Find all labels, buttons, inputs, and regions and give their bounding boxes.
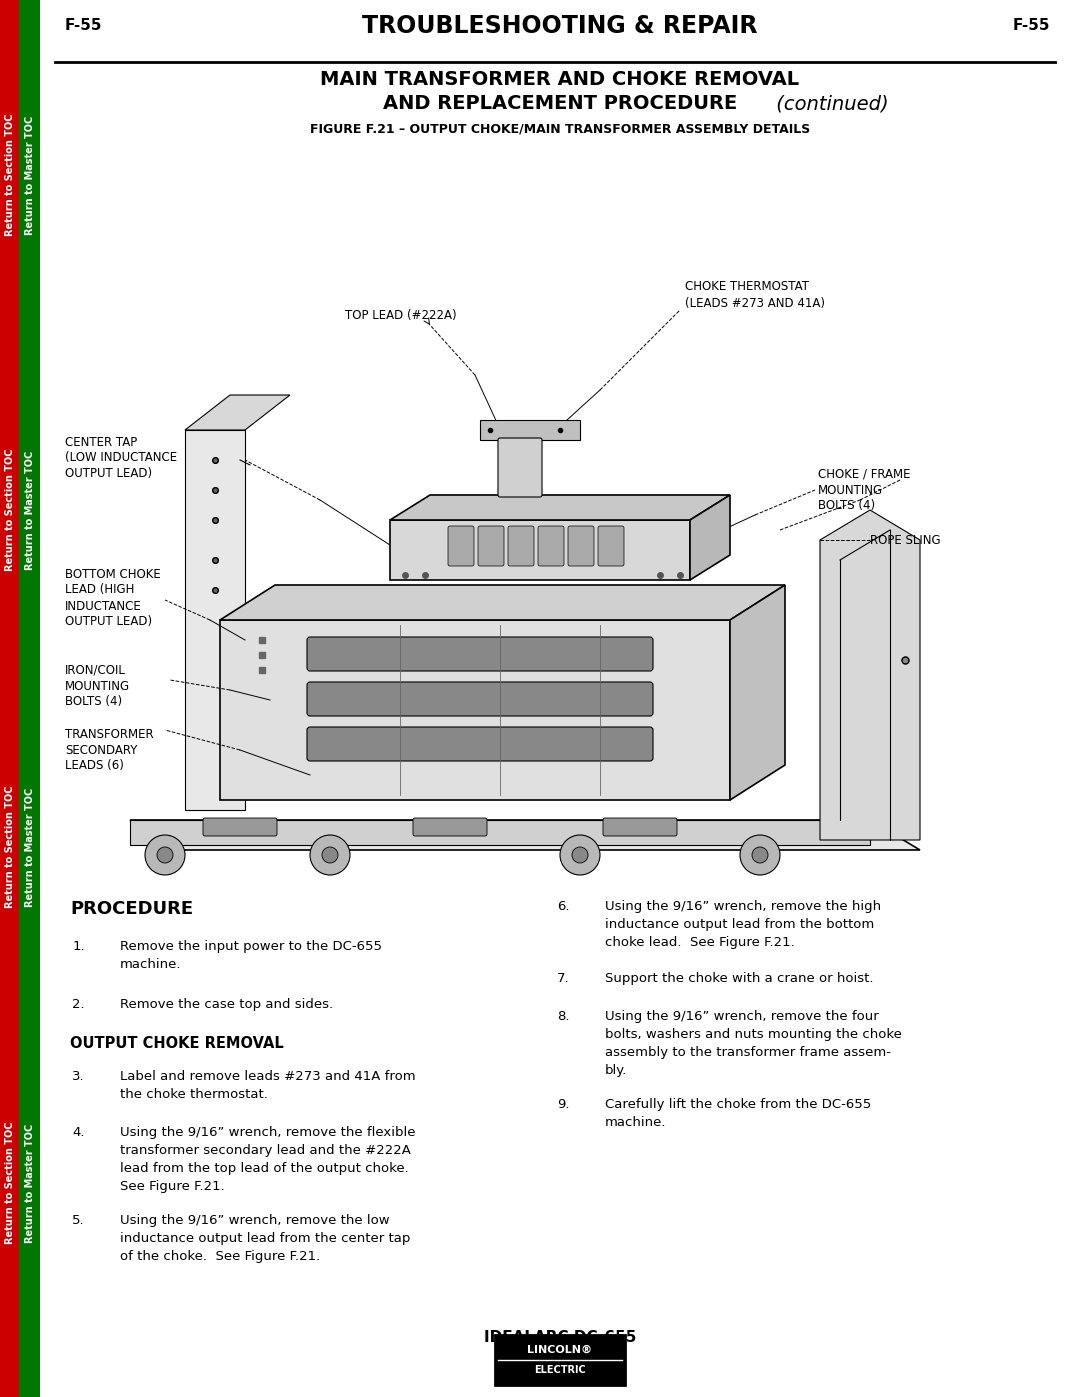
Text: (continued): (continued) (770, 94, 889, 113)
Text: Support the choke with a crane or hoist.: Support the choke with a crane or hoist. (605, 972, 874, 985)
Text: 8.: 8. (557, 1010, 570, 1023)
Text: Return to Section TOC: Return to Section TOC (5, 113, 15, 236)
Circle shape (740, 835, 780, 875)
Polygon shape (730, 585, 785, 800)
Text: Using the 9/16” wrench, remove the flexible
transformer secondary lead and the #: Using the 9/16” wrench, remove the flexi… (120, 1126, 416, 1193)
Text: Label and remove leads #273 and 41A from
the choke thermostat.: Label and remove leads #273 and 41A from… (120, 1070, 416, 1101)
Text: Return to Master TOC: Return to Master TOC (25, 788, 35, 907)
FancyBboxPatch shape (203, 819, 276, 835)
Text: PROCEDURE: PROCEDURE (70, 900, 193, 918)
Text: 4.: 4. (72, 1126, 85, 1139)
Polygon shape (480, 420, 580, 440)
FancyBboxPatch shape (508, 527, 534, 566)
Bar (18, 0, 36, 1397)
Polygon shape (185, 430, 245, 810)
Text: AND REPLACEMENT PROCEDURE: AND REPLACEMENT PROCEDURE (383, 94, 738, 113)
Text: CHOKE / FRAME
MOUNTING
BOLTS (4): CHOKE / FRAME MOUNTING BOLTS (4) (818, 468, 910, 513)
Text: F-55: F-55 (65, 18, 103, 34)
Text: Return to Master TOC: Return to Master TOC (25, 1123, 35, 1242)
Polygon shape (220, 620, 730, 800)
Bar (0, 0, 21, 1397)
Text: Return to Section TOC: Return to Section TOC (5, 785, 15, 908)
Polygon shape (690, 495, 730, 580)
FancyBboxPatch shape (307, 637, 653, 671)
Text: 2.: 2. (72, 997, 85, 1011)
FancyBboxPatch shape (598, 527, 624, 566)
Text: 1.: 1. (72, 940, 85, 953)
FancyBboxPatch shape (495, 1336, 625, 1384)
Text: Remove the case top and sides.: Remove the case top and sides. (120, 997, 333, 1011)
Text: BOTTOM CHOKE
LEAD (HIGH
INDUCTANCE
OUTPUT LEAD): BOTTOM CHOKE LEAD (HIGH INDUCTANCE OUTPU… (65, 567, 161, 629)
Text: Carefully lift the choke from the DC-655
machine.: Carefully lift the choke from the DC-655… (605, 1098, 872, 1129)
Circle shape (561, 835, 600, 875)
FancyBboxPatch shape (498, 1361, 622, 1382)
Bar (0, 0, 18, 1397)
Circle shape (310, 835, 350, 875)
Circle shape (752, 847, 768, 863)
Text: 5.: 5. (72, 1214, 85, 1227)
Circle shape (572, 847, 588, 863)
Polygon shape (390, 520, 690, 580)
FancyBboxPatch shape (307, 682, 653, 717)
Polygon shape (390, 495, 730, 520)
Text: OUTPUT CHOKE REMOVAL: OUTPUT CHOKE REMOVAL (70, 1037, 284, 1051)
Text: Using the 9/16” wrench, remove the high
inductance output lead from the bottom
c: Using the 9/16” wrench, remove the high … (605, 900, 881, 949)
Text: CHOKE THERMOSTAT
(LEADS #273 AND 41A): CHOKE THERMOSTAT (LEADS #273 AND 41A) (685, 281, 825, 310)
Text: F-55: F-55 (1013, 18, 1050, 34)
Text: 7.: 7. (557, 972, 570, 985)
Polygon shape (820, 510, 920, 840)
Text: Return to Section TOC: Return to Section TOC (5, 1122, 15, 1245)
Text: Remove the input power to the DC-655
machine.: Remove the input power to the DC-655 mac… (120, 940, 382, 971)
Polygon shape (220, 585, 785, 620)
Text: 6.: 6. (557, 900, 570, 914)
Circle shape (157, 847, 173, 863)
Polygon shape (130, 820, 870, 845)
Text: Return to Master TOC: Return to Master TOC (25, 116, 35, 235)
Circle shape (322, 847, 338, 863)
Text: TOP LEAD (#222A): TOP LEAD (#222A) (345, 310, 457, 323)
Text: Using the 9/16” wrench, remove the four
bolts, washers and nuts mounting the cho: Using the 9/16” wrench, remove the four … (605, 1010, 902, 1077)
FancyBboxPatch shape (538, 527, 564, 566)
Polygon shape (185, 395, 291, 430)
Text: 3.: 3. (72, 1070, 85, 1083)
Text: CENTER TAP
(LOW INDUCTANCE
OUTPUT LEAD): CENTER TAP (LOW INDUCTANCE OUTPUT LEAD) (65, 436, 177, 481)
FancyBboxPatch shape (478, 527, 504, 566)
FancyBboxPatch shape (413, 819, 487, 835)
Text: ROPE SLING: ROPE SLING (870, 534, 941, 546)
Circle shape (145, 835, 185, 875)
Text: ELECTRIC: ELECTRIC (535, 1365, 585, 1375)
Text: Return to Section TOC: Return to Section TOC (5, 448, 15, 571)
Text: Using the 9/16” wrench, remove the low
inductance output lead from the center ta: Using the 9/16” wrench, remove the low i… (120, 1214, 410, 1263)
Text: MAIN TRANSFORMER AND CHOKE REMOVAL: MAIN TRANSFORMER AND CHOKE REMOVAL (321, 70, 799, 89)
FancyBboxPatch shape (568, 527, 594, 566)
Text: IDEALARC DC-655: IDEALARC DC-655 (484, 1330, 636, 1345)
FancyBboxPatch shape (448, 527, 474, 566)
FancyBboxPatch shape (307, 726, 653, 761)
Text: Return to Master TOC: Return to Master TOC (25, 450, 35, 570)
Polygon shape (130, 820, 920, 849)
FancyBboxPatch shape (498, 1338, 622, 1361)
Text: 9.: 9. (557, 1098, 570, 1111)
FancyBboxPatch shape (603, 819, 677, 835)
Text: IRON/COIL
MOUNTING
BOLTS (4): IRON/COIL MOUNTING BOLTS (4) (65, 664, 130, 708)
Text: TROUBLESHOOTING & REPAIR: TROUBLESHOOTING & REPAIR (362, 14, 758, 38)
Text: LINCOLN®: LINCOLN® (527, 1345, 593, 1355)
Text: TRANSFORMER
SECONDARY
LEADS (6): TRANSFORMER SECONDARY LEADS (6) (65, 728, 153, 773)
FancyBboxPatch shape (498, 439, 542, 497)
Text: FIGURE F.21 – OUTPUT CHOKE/MAIN TRANSFORMER ASSEMBLY DETAILS: FIGURE F.21 – OUTPUT CHOKE/MAIN TRANSFOR… (310, 122, 810, 136)
Bar (21, 0, 40, 1397)
